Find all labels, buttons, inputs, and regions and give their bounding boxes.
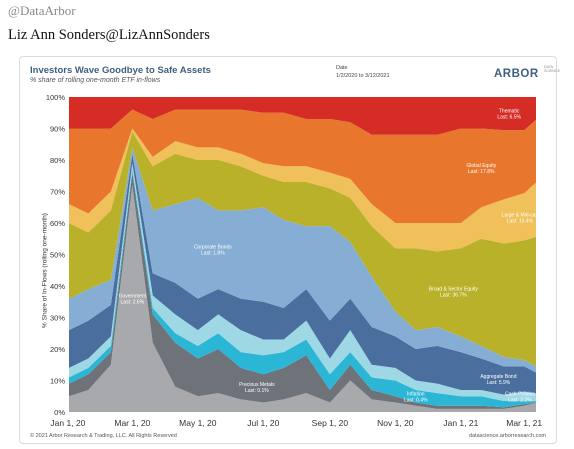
area-aggregate-bond <box>69 153 536 395</box>
y-tick-label: 10% <box>50 377 65 386</box>
date-range: 1/2/2020 to 3/12/2021 <box>336 73 390 79</box>
area-precious-metals <box>69 172 536 409</box>
series-label-government: Government <box>119 294 147 300</box>
series-label-corporate-bonds: Corporate Bonds <box>194 244 232 250</box>
series-last-cash-proxies: Last: 2.2% <box>508 398 532 404</box>
y-tick-label: 70% <box>50 188 65 197</box>
area-corporate-bonds <box>69 147 536 373</box>
y-tick-label: 0% <box>54 408 65 417</box>
series-last-precious-metals: Last: 0.1% <box>245 388 269 394</box>
series-last-global-equity: Last: 17.8% <box>468 169 495 175</box>
x-tick-label: Jan 1, 20 <box>50 418 85 428</box>
y-tick-label: 40% <box>50 282 65 291</box>
y-tick-label: 90% <box>50 125 65 134</box>
series-last-thematic: Last: 6.5% <box>497 115 521 121</box>
area-broad-sector-equity <box>69 131 536 367</box>
area-large-mid-cap <box>69 128 536 252</box>
chart-card: Investors Wave Goodbye to Safe Assets % … <box>19 56 560 444</box>
series-last-large-mid-cap: Last: 15.4% <box>507 219 534 225</box>
series-last-government: Last: 2.6% <box>121 300 145 306</box>
y-tick-label: 60% <box>50 219 65 228</box>
area-government <box>69 185 536 412</box>
copyright-footer: © 2021 Arbor Research & Trading, LLC. Al… <box>30 433 177 439</box>
y-tick-label: 50% <box>50 251 65 260</box>
tweet-handle[interactable]: @DataArbor <box>8 3 76 18</box>
logo-text: ARBOR <box>494 68 539 80</box>
tweet-author[interactable]: Liz Ann Sonders@LizAnnSonders <box>8 27 210 43</box>
y-tick-label: 30% <box>50 314 65 323</box>
series-label-cash-proxies: Cash Proxies <box>505 392 535 398</box>
series-last-inflation: Last: 0.4% <box>404 397 428 403</box>
area-global-equity <box>69 109 536 223</box>
series-label-thematic: Thematic <box>499 109 520 115</box>
date-label: Date <box>336 65 348 71</box>
x-tick-label: Nov 1, 20 <box>377 418 414 428</box>
arbor-logo: ARBOR DATA SCIENCE <box>494 64 560 82</box>
series-label-global-equity: Global Equity <box>466 163 496 169</box>
series-last-broad-sector-equity: Last: 36.7% <box>440 292 467 298</box>
x-tick-label: May 1, 20 <box>179 418 217 428</box>
x-tick-label: Mar 1, 20 <box>114 418 150 428</box>
logo-subtext: DATA SCIENCE <box>544 65 560 73</box>
chart-subtitle: % share of rolling one-month ETF in-flow… <box>30 77 161 84</box>
x-tick-label: Mar 1, 21 <box>506 418 542 428</box>
series-label-aggregate-bond: Aggregate Bond <box>480 374 516 380</box>
series-last-aggregate-bond: Last: 5.9% <box>487 380 511 386</box>
series-label-precious-metals: Precious Metals <box>239 382 275 388</box>
series-label-inflation: Inflation <box>407 391 425 397</box>
x-tick-label: Sep 1, 20 <box>312 418 349 428</box>
x-tick-label: Jul 1, 20 <box>247 418 279 428</box>
chart-title: Investors Wave Goodbye to Safe Assets <box>30 65 211 76</box>
area-thematic <box>69 97 536 135</box>
y-tick-label: 100% <box>46 93 66 102</box>
series-last-corporate-bonds: Last: 1.8% <box>201 250 225 256</box>
y-tick-label: 80% <box>50 156 65 165</box>
series-label-large-mid-cap: Large & Mid-cap <box>502 213 539 219</box>
series-label-broad-sector-equity: Broad & Sector Equity <box>429 286 479 292</box>
y-tick-label: 20% <box>50 345 65 354</box>
area-inflation <box>69 169 536 408</box>
x-tick-label: Jan 1, 21 <box>443 418 478 428</box>
source-footer: datascience.arborresearch.com <box>468 433 546 439</box>
